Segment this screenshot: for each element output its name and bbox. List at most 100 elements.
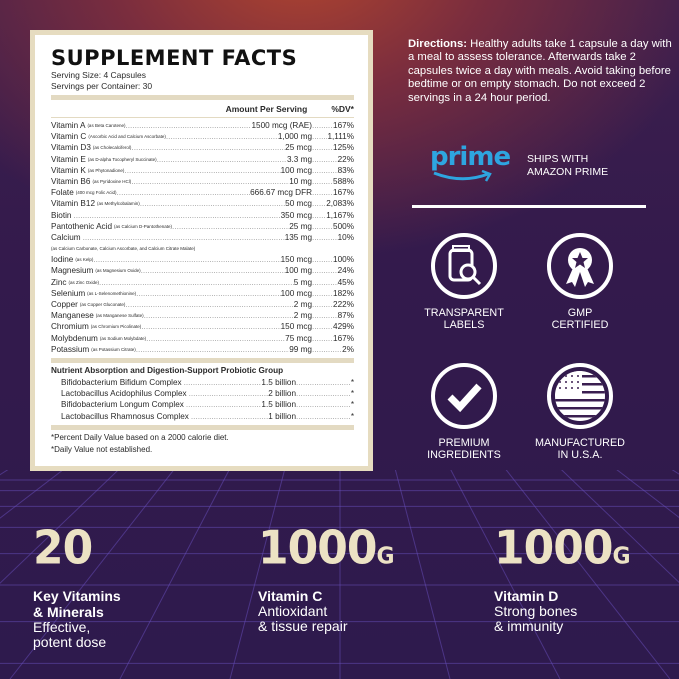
grid-line bbox=[0, 470, 9, 476]
directions-heading: Directions: bbox=[408, 38, 468, 50]
prime-logo: prime bbox=[430, 142, 511, 182]
nutrient-amount: 50 mcg bbox=[285, 199, 312, 209]
nutrient-row: Iodine(as Kelp) 150 mcg 100% bbox=[51, 254, 354, 265]
checkmark-icon bbox=[431, 363, 497, 429]
nutrient-dv: 429% bbox=[333, 322, 354, 332]
nutrient-dv: 2,083% bbox=[326, 199, 354, 209]
stat-value: 20 bbox=[33, 521, 93, 576]
nutrient-source: (as Copper Gluconate) bbox=[79, 302, 126, 308]
badge-label: CERTIFIED bbox=[551, 319, 609, 331]
nutrient-source: (as Methylcobalamin) bbox=[97, 201, 140, 207]
nutrient-name: Vitamin D3 bbox=[51, 143, 91, 153]
nutrient-dv: 87% bbox=[337, 311, 354, 321]
nutrient-amount: 135 mg bbox=[284, 233, 312, 243]
magnifier-jar-icon bbox=[431, 233, 497, 299]
nutrient-amount: 1.5 billion bbox=[261, 400, 296, 410]
nutrient-name: Calcium bbox=[51, 233, 81, 243]
nutrient-row: Bifidobacterium Bifidum Complex 1.5 billi… bbox=[51, 377, 354, 388]
award-ribbon-icon bbox=[547, 233, 613, 299]
nutrient-name: Lactobacillus Acidophilus Complex bbox=[61, 389, 187, 399]
nutrient-amount: 5 mg bbox=[293, 277, 312, 287]
nutrient-amount: 150 mcg bbox=[280, 322, 312, 332]
nutrient-row: Vitamin B12(as Methylcobalamin) 50 mcg 2,0… bbox=[51, 198, 354, 209]
badge-label: GMP bbox=[567, 307, 593, 319]
nutrient-source: (as D-alpha Tocopheryl Succinate) bbox=[87, 156, 157, 162]
nutrient-dv: 167% bbox=[333, 333, 354, 343]
nutrient-name: Folate bbox=[51, 188, 74, 198]
nutrient-amount: 3.3 mg bbox=[286, 154, 312, 164]
nutrient-row: Selenium(as L-Selenomethionine) 100 mcg 18… bbox=[51, 288, 354, 299]
badge-label: INGREDIENTS bbox=[427, 449, 501, 461]
nutrient-source: (as Cholecalciferol) bbox=[92, 145, 132, 151]
badge-label: PREMIUM bbox=[438, 437, 490, 449]
nutrient-dv: 24% bbox=[337, 266, 354, 276]
mineral-list: Iodine(as Kelp)150 mcg100%Magnesium(as M… bbox=[51, 254, 354, 355]
ships-line2: AMAZON PRIME bbox=[527, 166, 609, 178]
nutrient-row: Calcium 135 mg 10% bbox=[51, 232, 354, 243]
stat-value: 1000G bbox=[258, 521, 395, 576]
nutrient-row: Zinc(as Zinc Oxide) 5 mg 45% bbox=[51, 277, 354, 288]
nutrient-name: Zinc bbox=[51, 277, 67, 287]
nutrient-row: Vitamin B6(as Pyridoxine HCl) 10 mg 588% bbox=[51, 176, 354, 187]
nutrient-amount: 25 mcg bbox=[285, 143, 312, 153]
badge-transparent-labels: TRANSPARENT LABELS bbox=[404, 232, 524, 331]
grid-line bbox=[561, 470, 679, 583]
label-title: SUPPLEMENT FACTS bbox=[51, 46, 298, 70]
nutrient-name: Biotin bbox=[51, 210, 72, 220]
nutrient-amount: 100 mcg bbox=[280, 288, 312, 298]
divider bbox=[51, 424, 354, 430]
nutrient-name: Manganese bbox=[51, 311, 94, 321]
nutrient-amount: 350 mcg bbox=[280, 210, 312, 220]
nutrient-row: Vitamin A(as Beta Carotene) 1500 mcg (RAE… bbox=[51, 120, 354, 131]
nutrient-name: Selenium bbox=[51, 288, 86, 298]
supplement-facts-panel: SUPPLEMENT FACTS Serving Size: 4 Capsule… bbox=[30, 30, 373, 471]
nutrient-row: Chromium(as Chromium Picolinate) 150 mcg 4… bbox=[51, 321, 354, 332]
nutrient-dv: 588% bbox=[333, 177, 354, 187]
nutrient-amount: 25 mg bbox=[289, 221, 312, 231]
nutrient-dv: 10% bbox=[337, 233, 354, 243]
nutrient-source: (as Potassium Citrate) bbox=[91, 346, 136, 352]
nutrient-name: Vitamin B6 bbox=[51, 177, 91, 187]
nutrient-dv: 22% bbox=[337, 154, 354, 164]
stat-title: Vitamin C bbox=[258, 588, 323, 604]
nutrient-source: (as Pyridoxine HCl) bbox=[92, 179, 132, 185]
stat-key-vitamins: 20 Key Vitamins & Minerals Effective, pote… bbox=[33, 521, 121, 650]
directions: Directions: Healthy adults take 1 capsul… bbox=[408, 38, 673, 105]
nutrient-dv: 2% bbox=[342, 344, 354, 354]
nutrient-source: (Ascorbic Acid and Calcium Ascorbate) bbox=[88, 134, 166, 140]
ships-with-prime: SHIPS WITH AMAZON PRIME bbox=[527, 153, 608, 179]
nutrient-row: Manganese(as Manganese Sulfate) 2 mg 87% bbox=[51, 310, 354, 321]
grid-line bbox=[616, 470, 679, 518]
nutrient-row: Lactobacillus Acidophilus Complex 2 billi… bbox=[51, 388, 354, 399]
nutrient-dv: * bbox=[350, 411, 354, 421]
badge-label: IN U.S.A. bbox=[557, 449, 603, 461]
grid-line bbox=[394, 470, 451, 679]
nutrient-name: Bifidobacterium Longum Complex bbox=[61, 400, 184, 410]
badge-label: MANUFACTURED bbox=[535, 437, 625, 449]
probiotic-title: Nutrient Absorption and Digestion-Suppor… bbox=[51, 366, 284, 376]
nutrient-row: Biotin 350 mcg 1,167% bbox=[51, 210, 354, 221]
stat-desc: Strong bones & immunity bbox=[494, 603, 578, 634]
nutrient-name: Magnesium bbox=[51, 266, 94, 276]
nutrient-source: (as Calcium D-Pantothenate) bbox=[114, 223, 173, 229]
nutrient-name: Vitamin K bbox=[51, 165, 86, 175]
grid-line bbox=[505, 470, 671, 679]
nutrient-amount: 100 mg bbox=[284, 266, 312, 276]
nutrient-amount: 666.67 mcg DFR bbox=[250, 188, 312, 198]
stat-title: Vitamin D bbox=[494, 588, 559, 604]
nutrient-dv: 182% bbox=[333, 288, 354, 298]
nutrient-amount: 1 billion bbox=[268, 411, 296, 421]
nutrient-name: Vitamin C bbox=[51, 132, 87, 142]
nutrient-amount: 2 billion bbox=[268, 389, 296, 399]
grid-line bbox=[229, 470, 286, 679]
footnote: *Daily Value not established. bbox=[51, 444, 153, 454]
nutrient-name: Copper bbox=[51, 300, 78, 310]
nutrient-amount: 1500 mcg (RAE) bbox=[251, 121, 312, 130]
grid-line bbox=[9, 470, 175, 679]
nutrient-dv: 1,111% bbox=[327, 132, 354, 142]
nutrient-dv: 1,167% bbox=[326, 210, 354, 220]
nutrient-source: (as Phytonadione) bbox=[87, 167, 125, 173]
nutrient-dv: * bbox=[350, 389, 354, 399]
nutrient-source: (as Sodium Molybdate) bbox=[99, 335, 147, 341]
nutrient-name: Bifidobacterium Bifidum Complex bbox=[61, 378, 182, 388]
